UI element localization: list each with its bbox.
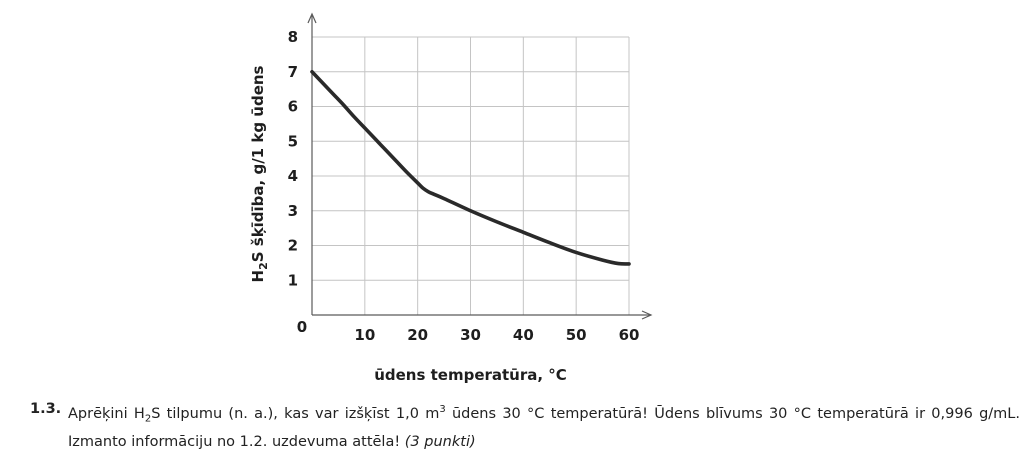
task-text-subscript: 2 — [144, 413, 152, 425]
task-text-part-2: S tilpumu (n. a.), kas var izšķīst 1,0 m — [151, 405, 440, 422]
solubility-curve — [310, 69, 631, 266]
grid-lines — [312, 36, 630, 315]
y-tick-label-4: 4 — [288, 167, 298, 185]
task-number: 1.3. — [30, 401, 62, 417]
task-text-part-3: ūdens 30 °C temperatūrā! Ūdens blīvums 3… — [68, 405, 1020, 450]
x-tick-label-40: 40 — [513, 326, 534, 344]
y-axis-label: H2S šķīdība, g/1 kg ūdens — [249, 65, 270, 282]
x-tick-label-20: 20 — [407, 326, 428, 344]
x-tick-label-50: 50 — [566, 326, 587, 344]
task-text-part-1: Aprēķini H — [68, 405, 145, 422]
y-tick-label-7: 7 — [288, 63, 298, 81]
y-axis-arrow — [307, 12, 317, 24]
tick-labels: 10 20 30 40 50 60 1 2 3 4 5 6 7 8 — [288, 28, 640, 344]
task-text-superscript: 3 — [439, 404, 446, 415]
x-tick-label-10: 10 — [354, 326, 375, 344]
y-axis-label-part-1: H — [249, 270, 267, 283]
task-text: Aprēķini H2S tilpumu (n. a.), kas var iz… — [68, 398, 1020, 454]
x-axis-arrow — [641, 310, 653, 320]
y-tick-label-5: 5 — [288, 132, 298, 150]
solubility-chart: 10 20 30 40 50 60 1 2 3 4 5 6 7 8 0 ūdens temperatūra… — [249, 12, 653, 384]
y-tick-label-6: 6 — [288, 98, 298, 116]
axes — [307, 12, 653, 320]
task-block: 1.3. Aprēķini H2S tilpumu (n. a.), kas v… — [30, 398, 1020, 454]
x-tick-label-60: 60 — [619, 326, 640, 344]
y-tick-label-1: 1 — [288, 271, 298, 289]
y-tick-label-3: 3 — [288, 202, 298, 220]
y-axis-label-part-2: S šķīdība, g/1 kg ūdens — [249, 65, 267, 262]
y-tick-label-2: 2 — [288, 237, 298, 255]
y-tick-label-8: 8 — [288, 28, 298, 46]
y-axis-label-subscript: 2 — [257, 262, 270, 270]
task-points: (3 punkti) — [404, 433, 476, 450]
x-axis-label: ūdens temperatūra, °C — [374, 366, 567, 384]
origin-label: 0 — [297, 318, 307, 336]
x-tick-label-30: 30 — [460, 326, 481, 344]
